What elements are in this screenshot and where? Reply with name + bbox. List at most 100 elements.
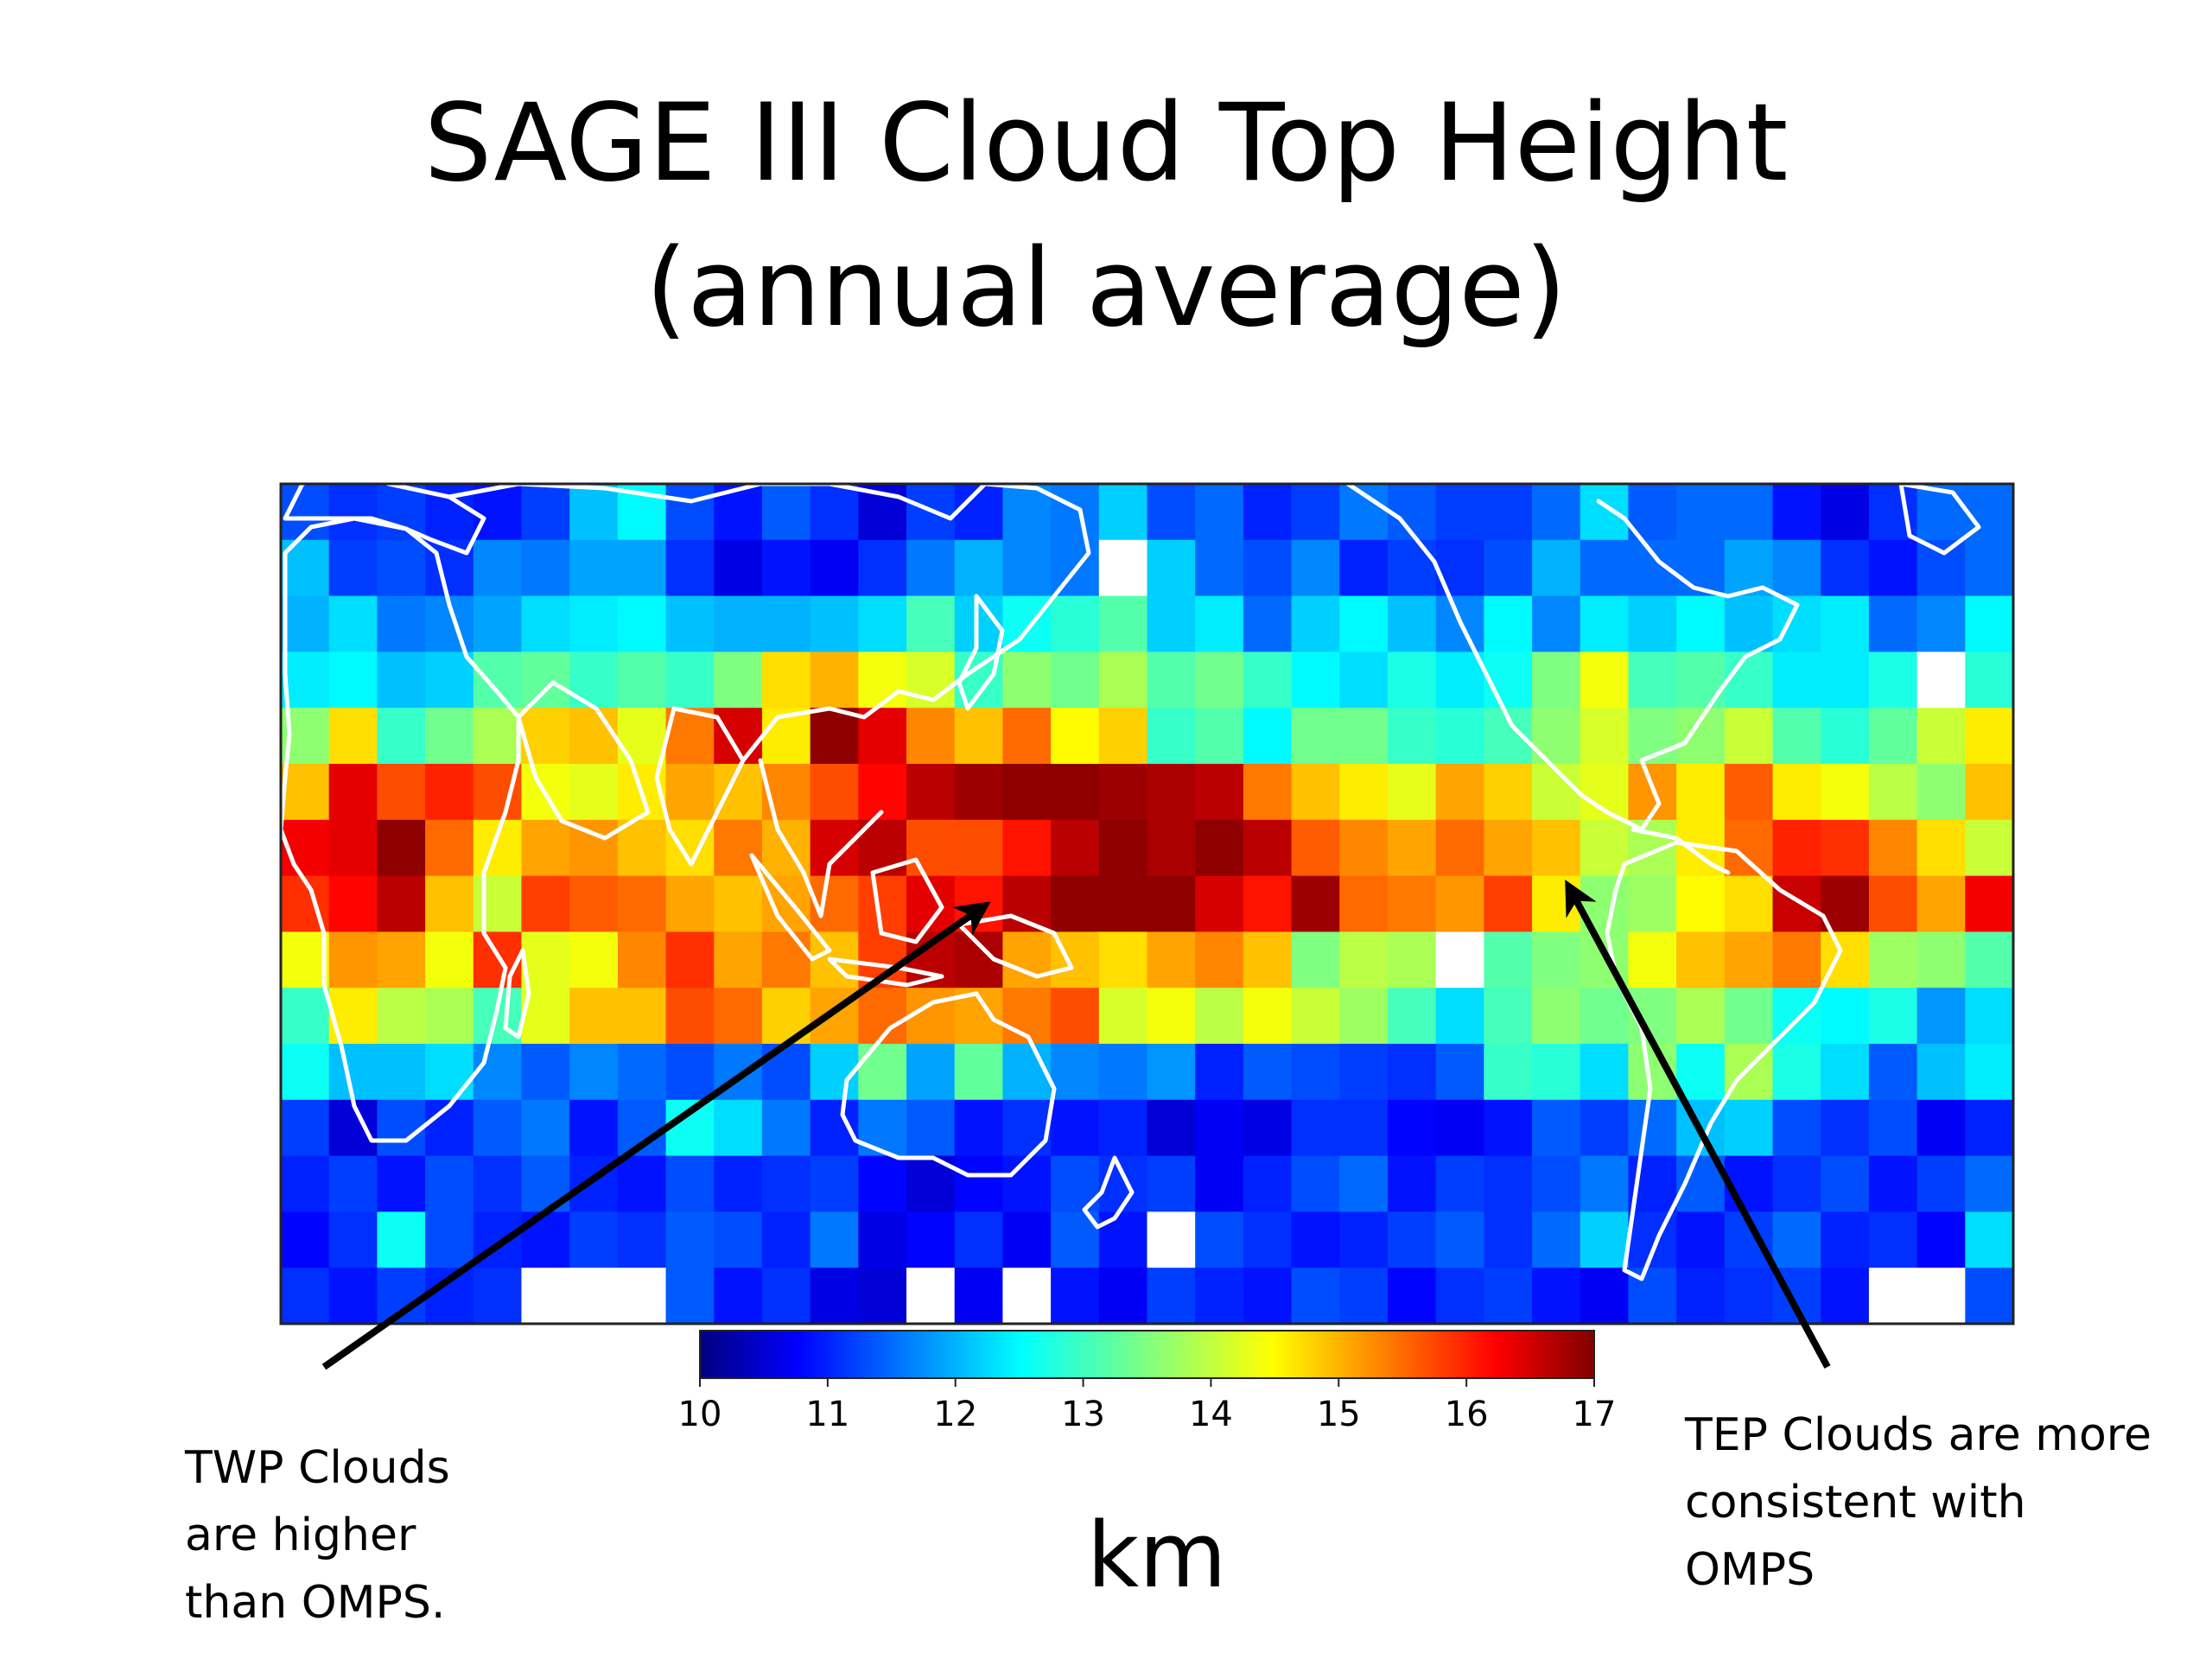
coast-indochina: [758, 758, 884, 918]
heatmap-cell: [1195, 764, 1244, 821]
heatmap-cell: [1435, 539, 1484, 597]
heatmap-cell: [1195, 1044, 1244, 1101]
heatmap-cell: [714, 1155, 763, 1212]
heatmap-cell: [1147, 875, 1196, 932]
heatmap-cell: [1002, 652, 1052, 709]
heatmap-cell: [1147, 764, 1196, 821]
heatmap-cell: [810, 819, 859, 877]
heatmap-cell: [1772, 764, 1821, 821]
heatmap-cell: [1147, 1155, 1196, 1212]
heatmap-cell: [1916, 539, 1966, 597]
heatmap-cell: [377, 539, 426, 597]
heatmap-cell: [1821, 1155, 1870, 1212]
heatmap-cell: [473, 931, 523, 988]
heatmap-cell: [1435, 764, 1484, 821]
heatmap-cell: [569, 1044, 619, 1101]
heatmap-cell: [1387, 875, 1437, 932]
colorbar-tick-label: 11: [805, 1395, 849, 1434]
heatmap-cell: [1532, 764, 1581, 821]
heatmap-cell: [1532, 539, 1581, 597]
heatmap-cell: [521, 1099, 570, 1157]
heatmap-cell: [1387, 1268, 1437, 1325]
heatmap-cell: [1339, 595, 1389, 652]
heatmap-cell: [1821, 1211, 1870, 1268]
heatmap-cell: [906, 988, 956, 1045]
heatmap-cell-missing: [1435, 931, 1484, 988]
coast-sumatra: [749, 853, 832, 962]
coast-arabia: [516, 680, 651, 841]
heatmap-cell: [1916, 1044, 1966, 1101]
heatmap-cell: [1868, 1099, 1918, 1157]
heatmap-cell: [665, 484, 715, 541]
heatmap-cell: [377, 1099, 426, 1157]
heatmap-cell: [617, 931, 667, 988]
heatmap-cell: [377, 819, 426, 877]
heatmap-cell: [1098, 708, 1148, 765]
heatmap-cell: [1195, 1211, 1244, 1268]
heatmap-cell: [1195, 988, 1244, 1045]
heatmap-cell-missing: [906, 1268, 956, 1325]
coast-new-zealand: [1082, 1155, 1135, 1230]
heatmap-cell: [1098, 988, 1148, 1045]
heatmap-cell: [810, 764, 859, 821]
heatmap-cell: [1532, 1268, 1581, 1325]
heatmap-cell: [761, 875, 811, 932]
heatmap-cell: [569, 764, 619, 821]
heatmap-cell: [1098, 875, 1148, 932]
colorbar-tick-label: 14: [1189, 1395, 1233, 1434]
heatmap-cell: [1724, 875, 1774, 932]
heatmap-cell: [1243, 931, 1293, 988]
heatmap-cell: [1243, 708, 1293, 765]
heatmap-cell: [1002, 764, 1052, 821]
heatmap-cell: [1868, 988, 1918, 1045]
heatmap-cell: [328, 1268, 378, 1325]
heatmap-cell: [1147, 988, 1196, 1045]
heatmap-cell: [1484, 1155, 1533, 1212]
title-line-2: (annual average): [645, 226, 1567, 351]
heatmap-cell: [1676, 1268, 1726, 1325]
coast-borneo: [870, 857, 944, 944]
heatmap-cell: [1484, 484, 1533, 541]
heatmap-cell: [425, 819, 474, 877]
heatmap-cell: [1821, 931, 1870, 988]
heatmap-cell: [1868, 819, 1918, 877]
heatmap-cell: [954, 708, 1004, 765]
heatmap-cell: [569, 931, 619, 988]
heatmap-cell: [328, 708, 378, 765]
heatmap-cell: [1291, 1044, 1340, 1101]
heatmap-cell: [425, 1044, 474, 1101]
heatmap-cell: [1965, 595, 2014, 652]
heatmap-cell: [1965, 875, 2014, 932]
heatmap-cell: [425, 875, 474, 932]
heatmap-cell-missing: [1147, 1211, 1196, 1268]
coast-asia-north: [447, 481, 1091, 763]
heatmap-cell: [425, 1155, 474, 1212]
heatmap-cell: [1435, 1155, 1484, 1212]
heatmap-cell: [473, 1044, 523, 1101]
annotation-tep: TEP Clouds are more consistent with OMPS: [1685, 1409, 2152, 1596]
heatmap-cell: [281, 1268, 330, 1325]
heatmap-cell: [1676, 484, 1726, 541]
heatmap-cell: [1724, 819, 1774, 877]
heatmap-cell: [954, 484, 1004, 541]
heatmap-cell: [1724, 764, 1774, 821]
heatmap-cell: [617, 1155, 667, 1212]
heatmap-cell: [1147, 708, 1196, 765]
heatmap-cell: [1676, 1211, 1726, 1268]
coast-north-america: [1345, 481, 1800, 832]
heatmap-cell: [1965, 708, 2014, 765]
heatmap-cell: [1724, 652, 1774, 709]
heatmap-cell: [1098, 652, 1148, 709]
heatmap-cell: [1484, 595, 1533, 652]
heatmap-cell: [377, 931, 426, 988]
heatmap-cell: [1387, 819, 1437, 877]
heatmap-cell: [1147, 652, 1196, 709]
heatmap-cell: [810, 484, 859, 541]
heatmap-cell: [1628, 595, 1677, 652]
heatmap-cell: [1580, 1044, 1630, 1101]
heatmap-cell: [1243, 652, 1293, 709]
heatmap-cell: [1195, 539, 1244, 597]
heatmap-cell: [569, 988, 619, 1045]
heatmap-cell: [1051, 595, 1100, 652]
chart-title: SAGE III Cloud Top Height (annual averag…: [0, 71, 2212, 361]
